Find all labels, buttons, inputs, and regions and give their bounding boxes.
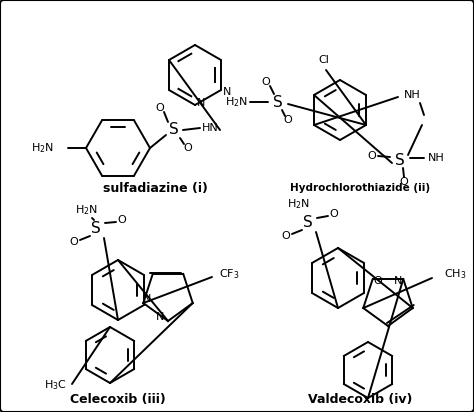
Text: Celecoxib (iii): Celecoxib (iii) [70,393,166,407]
Text: $\mathregular{H_2N}$: $\mathregular{H_2N}$ [74,203,98,217]
Text: CH$_3$: CH$_3$ [444,267,466,281]
Text: O: O [374,276,382,286]
Text: S: S [395,152,405,168]
Text: O: O [262,77,270,87]
Text: NH: NH [404,90,420,100]
Text: Valdecoxib (iv): Valdecoxib (iv) [308,393,412,407]
Text: O: O [155,103,164,113]
Text: O: O [282,231,291,241]
Text: $\mathregular{H_2N}$: $\mathregular{H_2N}$ [30,141,54,155]
Text: O: O [368,151,376,161]
Text: O: O [400,177,409,187]
Text: NH: NH [428,153,444,163]
Text: Cl: Cl [319,55,329,65]
Text: O: O [70,237,78,247]
Text: N: N [197,98,205,108]
Text: N: N [143,294,152,304]
Text: sulfadiazine (i): sulfadiazine (i) [102,182,208,194]
Text: O: O [329,209,338,219]
Text: $\mathregular{H_2N}$: $\mathregular{H_2N}$ [225,95,248,109]
Text: O: O [283,115,292,125]
Text: HN: HN [201,123,219,133]
Text: $\mathregular{H_2N}$: $\mathregular{H_2N}$ [286,197,310,211]
Text: S: S [303,215,313,229]
Text: O: O [183,143,192,153]
Text: H$_3$C: H$_3$C [44,378,66,392]
Text: Hydrochlorothiazide (ii): Hydrochlorothiazide (ii) [290,183,430,193]
Text: N: N [394,276,402,286]
Text: O: O [118,215,127,225]
Text: S: S [91,220,101,236]
Text: S: S [273,94,283,110]
Text: N: N [223,87,231,97]
Text: N: N [156,312,164,322]
Text: S: S [169,122,179,138]
Text: CF$_3$: CF$_3$ [219,267,239,281]
